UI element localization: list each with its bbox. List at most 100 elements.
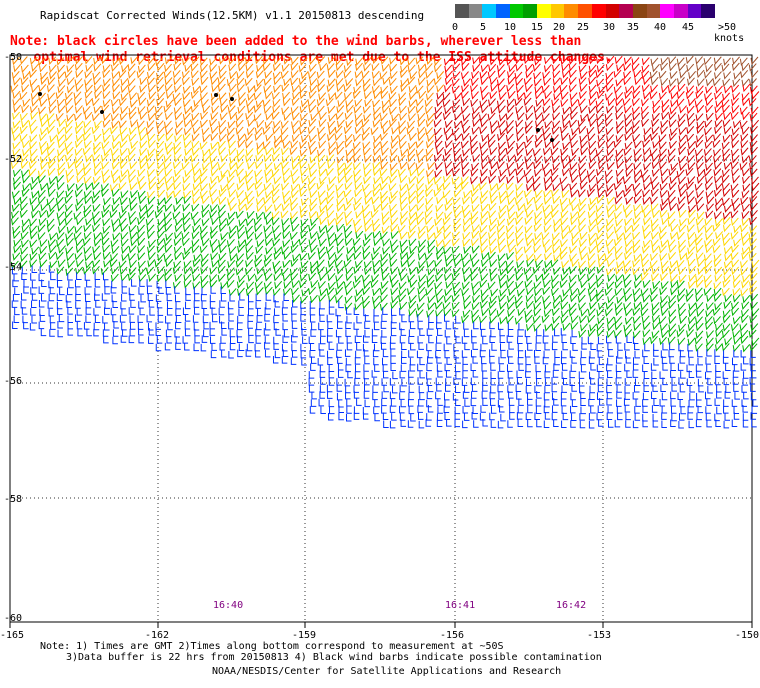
wind-barb xyxy=(399,405,405,414)
wind-barb xyxy=(506,57,515,66)
wind-barb xyxy=(723,399,729,407)
wind-barb xyxy=(83,175,92,185)
wind-barb xyxy=(435,273,443,283)
wind-barb xyxy=(635,399,641,407)
wind-barb xyxy=(253,104,262,114)
wind-barb xyxy=(721,175,730,184)
wind-barb xyxy=(488,308,497,317)
wind-barb xyxy=(128,147,136,156)
wind-barb xyxy=(525,385,532,394)
wind-barb xyxy=(201,253,209,262)
wind-barb xyxy=(390,287,399,296)
wind-barb xyxy=(498,294,506,303)
wind-barb xyxy=(678,245,687,254)
wind-barb xyxy=(317,78,325,87)
wind-barb xyxy=(436,196,445,205)
wind-barb xyxy=(353,175,362,184)
wind-barb xyxy=(37,189,46,199)
wind-barb xyxy=(382,357,388,366)
wind-barb xyxy=(560,273,569,282)
wind-barb xyxy=(389,377,396,386)
wind-barb xyxy=(217,273,226,283)
wind-barb xyxy=(589,91,598,100)
wind-barb xyxy=(379,287,388,296)
wind-barb xyxy=(651,245,660,254)
wind-barb xyxy=(712,223,721,233)
wind-barb xyxy=(425,188,433,198)
wind-barb xyxy=(120,224,129,233)
wind-barb xyxy=(146,77,155,87)
wind-barb xyxy=(22,98,31,108)
wind-barb xyxy=(10,217,19,226)
wind-barb xyxy=(661,420,667,428)
wind-barb xyxy=(624,225,633,234)
wind-barb xyxy=(751,91,760,100)
wind-barb xyxy=(470,146,479,156)
wind-barb xyxy=(352,141,361,150)
wind-barb xyxy=(678,141,687,150)
wind-barb xyxy=(319,364,326,373)
wind-barb xyxy=(65,238,74,247)
wind-barb xyxy=(715,419,721,428)
wind-barb xyxy=(235,168,244,178)
wind-barb xyxy=(12,98,21,107)
wind-barb xyxy=(400,210,409,220)
wind-barb xyxy=(588,398,594,407)
wind-barb xyxy=(345,329,351,337)
wind-barb xyxy=(309,84,318,94)
wind-barb xyxy=(445,378,451,386)
wind-barb xyxy=(149,308,155,316)
wind-barb xyxy=(217,140,226,150)
wind-barb xyxy=(625,168,634,178)
wind-barb xyxy=(490,377,497,386)
wind-barb xyxy=(364,356,370,365)
wind-barb xyxy=(65,267,74,277)
wind-barb xyxy=(722,279,731,289)
wind-barb xyxy=(705,104,714,114)
wind-barb xyxy=(588,174,596,184)
wind-barb xyxy=(291,335,297,343)
wind-barb xyxy=(157,230,165,240)
wind-barb xyxy=(75,203,84,212)
wind-barb xyxy=(479,141,488,150)
wind-barb xyxy=(571,237,580,247)
wind-barb xyxy=(334,259,343,269)
wind-barb xyxy=(58,118,67,128)
wind-barb xyxy=(606,378,613,387)
wind-barb xyxy=(478,182,487,191)
wind-barb xyxy=(209,266,218,275)
wind-barb xyxy=(308,371,315,379)
wind-barb xyxy=(643,384,650,392)
wind-barb xyxy=(460,57,469,66)
wind-barb xyxy=(676,57,685,66)
wind-barb xyxy=(281,161,289,170)
wind-barb xyxy=(82,133,91,142)
wind-barb xyxy=(470,84,478,93)
wind-barb xyxy=(390,147,398,157)
wind-barb xyxy=(20,253,29,263)
wind-barb xyxy=(723,260,732,270)
wind-barb xyxy=(608,349,614,357)
wind-barb xyxy=(615,78,624,87)
wind-barb xyxy=(137,190,146,200)
wind-barb xyxy=(255,328,261,337)
wind-barb xyxy=(399,183,408,192)
wind-barb xyxy=(552,162,561,171)
wind-barb xyxy=(362,343,369,352)
wind-barb xyxy=(452,231,460,240)
wind-barb xyxy=(255,350,261,358)
wind-barb xyxy=(514,316,523,325)
wind-barb xyxy=(694,287,703,296)
wind-barb xyxy=(562,342,568,351)
wind-barb xyxy=(597,133,606,143)
wind-barb xyxy=(46,197,55,206)
wind-barb xyxy=(380,161,389,171)
wind-barb xyxy=(407,153,416,163)
wind-barb xyxy=(337,175,346,184)
wind-barb xyxy=(562,69,570,79)
wind-barb xyxy=(353,265,362,275)
wind-barb xyxy=(157,176,166,185)
wind-barb xyxy=(138,211,147,220)
wind-barb xyxy=(65,246,74,256)
wind-barb xyxy=(128,211,136,220)
